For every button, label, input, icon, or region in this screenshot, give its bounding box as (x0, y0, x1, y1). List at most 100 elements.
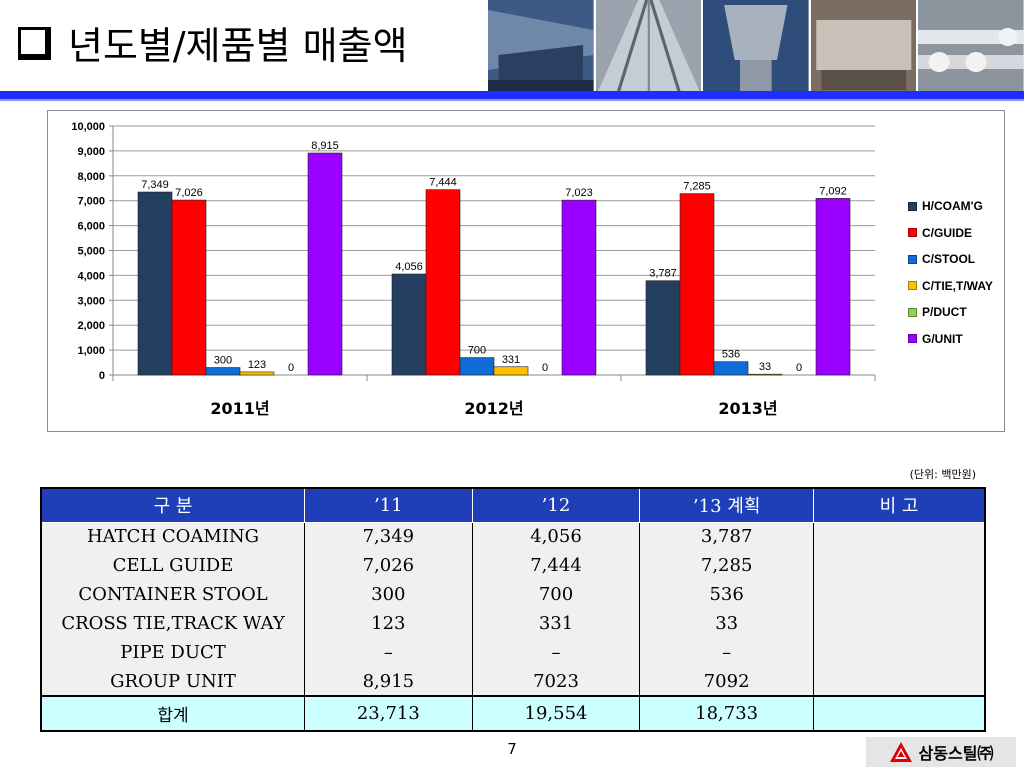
y-tick-label: 6,000 (77, 221, 105, 233)
bar (493, 366, 529, 376)
row-label: PIPE DUCT (40, 638, 306, 667)
cell-value: 536 (639, 580, 814, 609)
table-row: CROSS TIE,TRACK WAY 123 331 33 (40, 609, 986, 638)
total-value: 18,733 (639, 695, 814, 732)
cell-value: 7023 (471, 667, 641, 696)
data-label: 7,092 (819, 185, 847, 197)
y-tick-label: 3,000 (77, 295, 105, 307)
cell-value: 7,444 (471, 551, 641, 580)
row-label: HATCH COAMING (40, 522, 306, 551)
category-label: 2012년 (464, 399, 523, 418)
cell-value: 7,026 (304, 551, 473, 580)
legend-label: G/UNIT (922, 331, 963, 346)
cell-value: – (639, 638, 814, 667)
y-tick-label: 10,000 (71, 121, 105, 133)
legend-label: H/COAM'G (922, 199, 983, 214)
legend-swatch (908, 281, 917, 291)
header-category: 구 분 (40, 487, 306, 523)
legend-item: C/GUIDE (908, 220, 993, 247)
unit-note: (단위: 백만원) (909, 468, 976, 481)
row-label: CROSS TIE,TRACK WAY (40, 609, 306, 638)
table-row: HATCH COAMING 7,349 4,056 3,787 (40, 522, 986, 551)
bar (561, 199, 597, 376)
cell-value: 7092 (639, 667, 814, 696)
legend-item: G/UNIT (908, 326, 993, 353)
cell-value: 33 (639, 609, 814, 638)
y-tick-label: 9,000 (77, 146, 105, 158)
table-row: CELL GUIDE 7,026 7,444 7,285 (40, 551, 986, 580)
bar (137, 191, 173, 376)
cell-remark (812, 522, 986, 551)
steel-rails-photo (593, 0, 702, 96)
data-label: 0 (796, 362, 802, 374)
header-2013-plan: ’13 계획 (639, 487, 814, 523)
table-header-row: 구 분 ’11 ’12 ’13 계획 비 고 (40, 487, 986, 523)
data-label: 331 (502, 354, 520, 366)
cell-remark (812, 609, 986, 638)
bar (205, 367, 241, 376)
row-label: CELL GUIDE (40, 551, 306, 580)
data-label: 7,023 (565, 187, 593, 199)
sales-chart: 0 1,000 2,000 3,000 4,000 5,000 6,000 7,000 8,00… (47, 110, 1005, 432)
y-tick-label: 0 (99, 370, 105, 382)
cell-value: 700 (471, 580, 641, 609)
sales-table: 구 분 ’11 ’12 ’13 계획 비 고 HATCH COAMING 7,3… (40, 487, 986, 732)
pipe-photo (916, 0, 1024, 96)
bar (171, 199, 207, 376)
data-label: 7,349 (141, 179, 169, 191)
data-label: 8,915 (311, 140, 339, 152)
slide-title: 년도별/제품별 매출액 (18, 12, 408, 72)
bar (747, 373, 783, 376)
bar-chart-canvas: 0 1,000 2,000 3,000 4,000 5,000 6,000 7,000 8,00… (71, 121, 876, 418)
cell-value: 3,787 (639, 522, 814, 551)
table-row: CONTAINER STOOL 300 700 536 (40, 580, 986, 609)
legend-swatch (908, 334, 917, 344)
header-remarks: 비 고 (812, 487, 986, 523)
header-rule (0, 91, 1024, 99)
bar (713, 361, 749, 376)
steel-structure-photo (701, 0, 809, 96)
page-number: 7 (507, 740, 517, 758)
legend-label: C/GUIDE (922, 225, 973, 240)
data-label: 300 (214, 355, 232, 367)
cell-value: 7,349 (304, 522, 473, 551)
legend-swatch (908, 201, 917, 211)
bar (645, 280, 681, 376)
cell-value: – (471, 638, 641, 667)
legend-item: H/COAM'G (908, 193, 993, 220)
steel-rack-photo (808, 0, 917, 96)
steel-beam-photo (486, 0, 594, 96)
cell-value: 123 (304, 609, 473, 638)
cell-value: – (304, 638, 473, 667)
y-tick-label: 2,000 (77, 320, 105, 332)
checkbox-bullet-icon (18, 27, 51, 60)
bar (307, 152, 343, 376)
y-tick-label: 5,000 (77, 246, 105, 258)
row-label: GROUP UNIT (40, 667, 306, 696)
data-label: 0 (288, 362, 294, 374)
category-label: 2011년 (210, 399, 269, 418)
photo-strip (486, 0, 1024, 96)
data-label: 7,285 (683, 181, 711, 193)
legend-swatch (908, 228, 917, 238)
chart-legend: H/COAM'G C/GUIDE C/STOOL C/TIE,T/WAY P/DUCT G… (908, 193, 993, 352)
cell-value: 300 (304, 580, 473, 609)
total-value: 23,713 (304, 695, 473, 732)
y-tick-label: 4,000 (77, 270, 105, 282)
table-row: GROUP UNIT 8,915 7023 7092 (40, 667, 986, 696)
company-name: 삼동스틸㈜ (918, 744, 994, 763)
total-value: 19,554 (471, 695, 641, 732)
bar (815, 198, 851, 376)
cell-value: 4,056 (471, 522, 641, 551)
bar (239, 371, 275, 376)
legend-swatch (908, 254, 917, 264)
cell-remark (812, 551, 986, 580)
cell-remark (812, 667, 986, 696)
legend-label: C/STOOL (922, 252, 976, 267)
total-remark (812, 695, 986, 732)
cell-value: 7,285 (639, 551, 814, 580)
data-label: 4,056 (395, 261, 423, 273)
row-label: CONTAINER STOOL (40, 580, 306, 609)
data-label: 700 (468, 345, 486, 357)
cell-value: 8,915 (304, 667, 473, 696)
